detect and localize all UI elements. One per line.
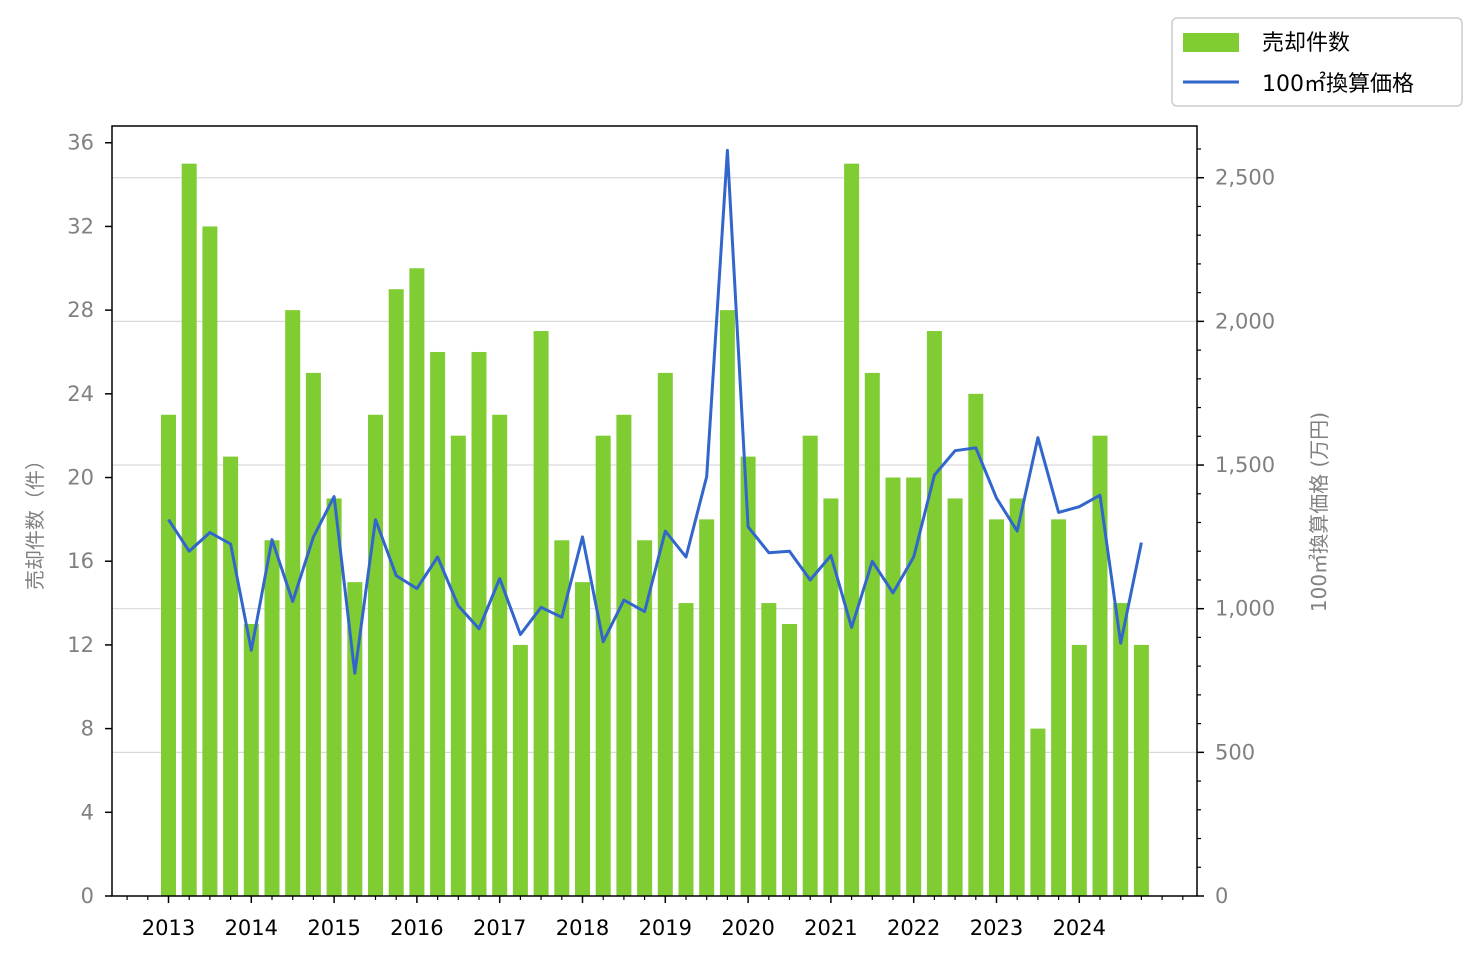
bar-6 <box>285 310 301 896</box>
y-right-axis-label: 100㎡換算価格 (万円) <box>1307 412 1331 612</box>
bar-35 <box>885 477 901 896</box>
right-axis-ticks: 0 500 1,000 1,500 2,000 2,500 <box>1197 148 1275 908</box>
bar-12 <box>409 268 425 897</box>
line-series <box>167 148 1143 675</box>
left-tick-label-0: 0 <box>81 884 94 908</box>
bar-series <box>161 163 1149 897</box>
legend-line-label: 100㎡換算価格 <box>1262 71 1414 97</box>
x-tick-label-1: 2014 <box>225 916 278 940</box>
bar-8 <box>326 498 342 896</box>
bar-43 <box>1051 519 1067 896</box>
bar-9 <box>347 582 363 896</box>
bar-42 <box>1030 728 1046 896</box>
bar-5 <box>264 540 280 896</box>
bar-33 <box>844 163 860 897</box>
x-tick-label-11: 2024 <box>1053 916 1106 940</box>
legend-frame <box>1171 17 1463 107</box>
bar-31 <box>802 435 818 896</box>
bar-2 <box>202 226 218 896</box>
x-tick-label-8: 2021 <box>804 916 857 940</box>
right-tick-label-3: 1,500 <box>1215 453 1275 477</box>
right-tick-label-0: 0 <box>1215 884 1228 908</box>
x-tick-label-0: 2013 <box>142 916 195 940</box>
bar-11 <box>388 289 404 896</box>
bar-27 <box>719 310 735 896</box>
legend-bar-swatch <box>1183 33 1239 52</box>
bar-4 <box>243 623 259 896</box>
bar-45 <box>1092 435 1108 896</box>
right-tick-label-4: 2,000 <box>1215 309 1275 333</box>
bar-1 <box>181 163 197 897</box>
bar-20 <box>575 582 590 896</box>
bar-32 <box>823 498 839 896</box>
x-axis-ticks: 2013 2014 2015 2016 2017 2018 2019 2020 2021 2022… <box>126 896 1184 940</box>
bar-0 <box>161 414 176 896</box>
bar-23 <box>637 540 653 896</box>
bar-13 <box>430 351 446 896</box>
bar-46 <box>1113 603 1129 896</box>
left-tick-label-2: 8 <box>81 717 94 741</box>
y-left-axis-label: 売却件数（件） <box>23 450 47 590</box>
bar-25 <box>678 603 694 896</box>
x-tick-label-3: 2016 <box>390 916 443 940</box>
left-tick-label-6: 24 <box>67 382 94 406</box>
bar-14 <box>450 435 466 896</box>
bar-47 <box>1133 644 1149 896</box>
legend: 売却件数 100㎡換算価格 <box>1171 17 1463 107</box>
left-tick-label-1: 4 <box>81 800 94 824</box>
bar-39 <box>968 393 984 896</box>
x-tick-label-5: 2018 <box>556 916 609 940</box>
left-tick-label-4: 16 <box>67 549 94 573</box>
bar-26 <box>699 519 715 896</box>
bar-34 <box>864 372 880 896</box>
left-tick-label-3: 12 <box>67 633 94 657</box>
left-axis-ticks: 0 4 8 12 16 20 24 28 32 36 <box>67 131 112 908</box>
plot-frame <box>111 125 1198 897</box>
x-tick-label-7: 2020 <box>721 916 774 940</box>
left-tick-label-7: 28 <box>67 298 94 322</box>
left-tick-label-9: 36 <box>67 131 94 155</box>
bar-41 <box>1009 498 1025 896</box>
bar-18 <box>533 331 549 897</box>
bar-22 <box>616 414 632 896</box>
right-tick-label-2: 1,000 <box>1215 597 1275 621</box>
x-tick-label-10: 2023 <box>970 916 1023 940</box>
bar-16 <box>492 414 508 896</box>
x-tick-label-6: 2019 <box>639 916 692 940</box>
x-tick-label-2: 2015 <box>307 916 360 940</box>
bar-24 <box>657 372 673 896</box>
bar-30 <box>782 623 797 896</box>
price-line <box>167 148 1143 675</box>
legend-bar-label: 売却件数 <box>1262 31 1350 56</box>
bar-21 <box>595 435 611 896</box>
bar-19 <box>554 540 570 896</box>
x-tick-label-9: 2022 <box>887 916 940 940</box>
bar-3 <box>223 456 239 896</box>
bar-40 <box>989 519 1004 896</box>
bar-15 <box>471 351 487 896</box>
right-tick-label-5: 2,500 <box>1215 166 1275 190</box>
bar-44 <box>1071 644 1087 896</box>
bar-37 <box>926 331 942 897</box>
bar-17 <box>512 644 528 896</box>
left-tick-label-8: 32 <box>67 214 94 238</box>
bar-38 <box>947 498 963 896</box>
bar-7 <box>305 372 321 896</box>
bar-28 <box>740 456 756 896</box>
bar-29 <box>761 603 777 896</box>
bar-10 <box>368 414 383 896</box>
x-tick-label-4: 2017 <box>473 916 526 940</box>
right-tick-label-1: 500 <box>1215 740 1255 764</box>
bar-36 <box>906 477 922 896</box>
left-tick-label-5: 20 <box>67 466 94 490</box>
